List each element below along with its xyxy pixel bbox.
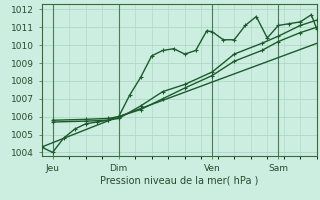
X-axis label: Pression niveau de la mer( hPa ): Pression niveau de la mer( hPa ) — [100, 175, 258, 185]
